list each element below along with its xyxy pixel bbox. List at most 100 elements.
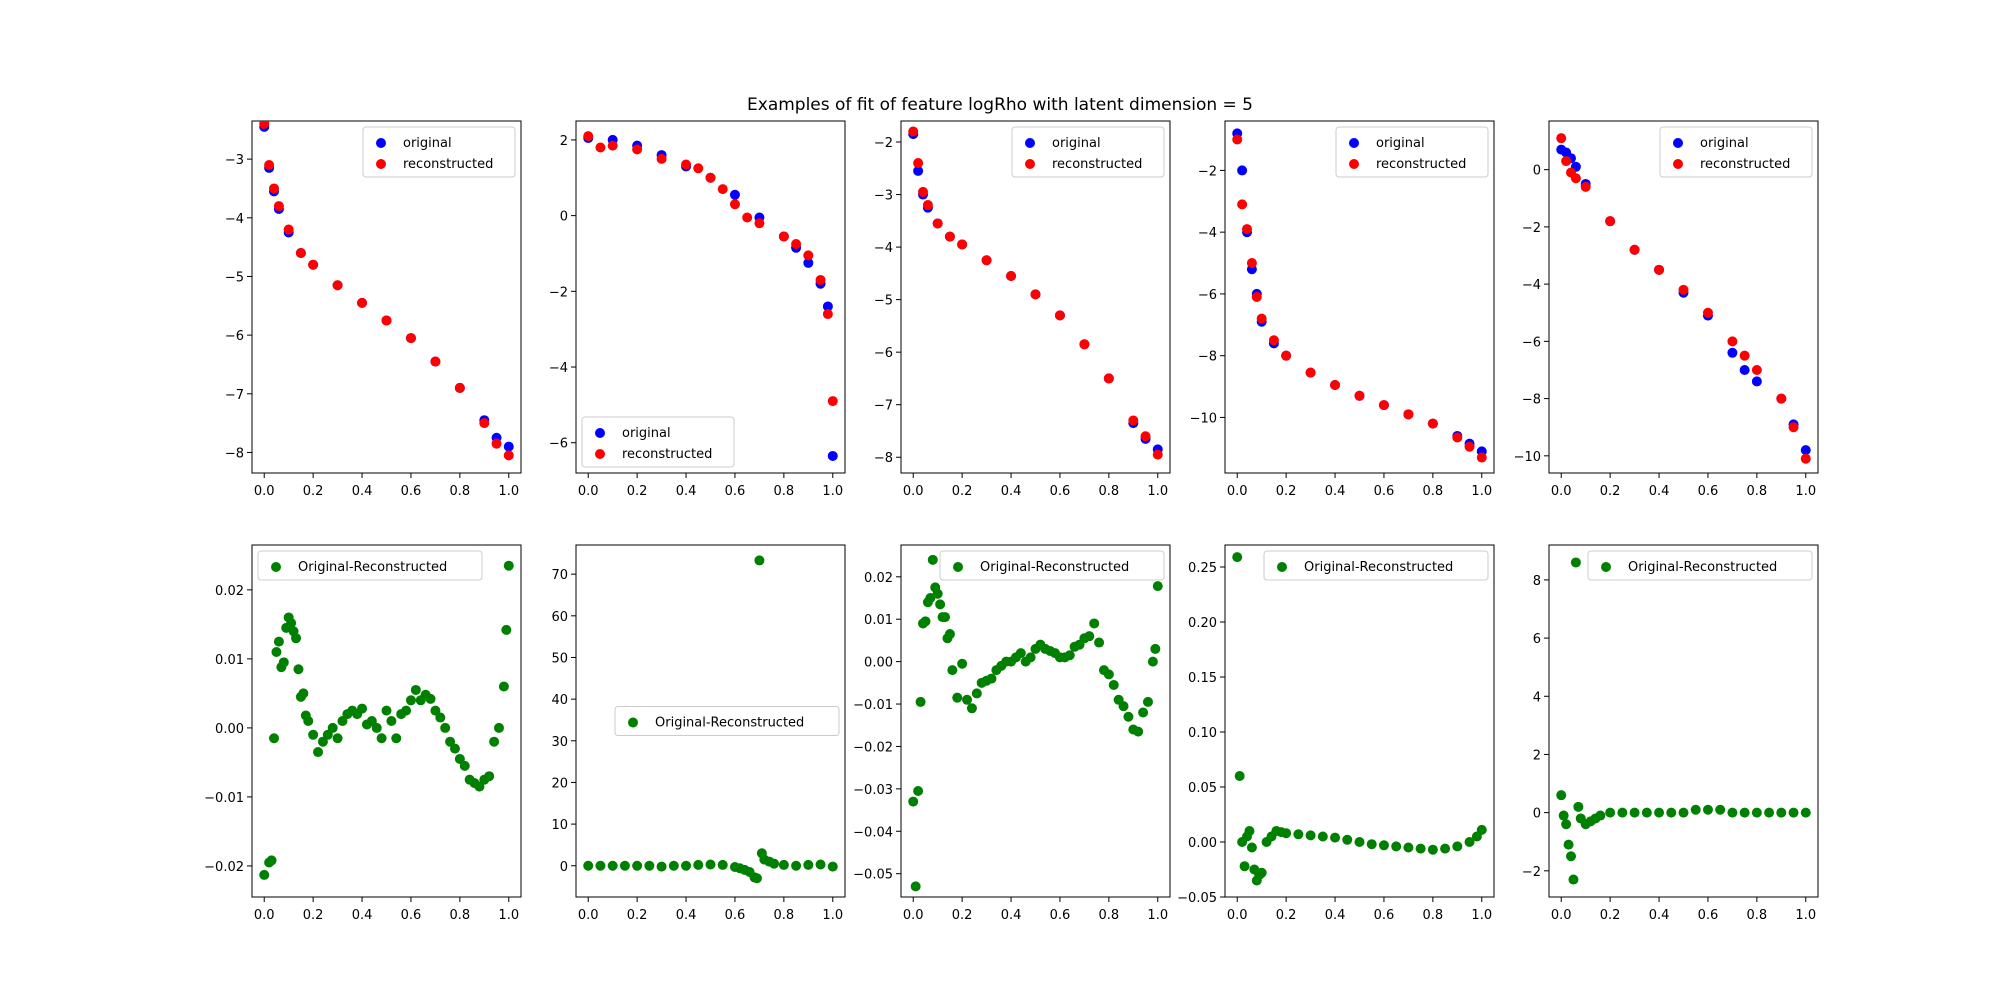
y-tick-label: 2 [1533, 748, 1541, 763]
data-point-original-reconstructed [1727, 807, 1738, 818]
data-points [908, 554, 1163, 892]
y-tick-label: −5 [225, 270, 244, 285]
data-point-original-reconstructed [1678, 807, 1689, 818]
data-point-original-reconstructed [947, 665, 958, 676]
legend-box [1335, 126, 1489, 178]
y-tick-label: 0.01 [864, 613, 893, 628]
data-point-original-reconstructed [430, 705, 441, 716]
data-point-original-reconstructed [1751, 807, 1762, 818]
data-point-original-reconstructed [303, 716, 314, 726]
data-point-original-reconstructed [619, 860, 630, 871]
data-point-reconstructed [717, 184, 728, 195]
y-tick-label: −5 [874, 294, 893, 309]
data-point-original [1727, 347, 1738, 358]
data-point-reconstructed [1354, 390, 1365, 401]
y-tick-label: −0.05 [1177, 891, 1217, 906]
data-point-reconstructed [491, 438, 502, 449]
legend-box [1659, 126, 1813, 178]
data-point-original-reconstructed [1103, 669, 1114, 680]
data-point-original-reconstructed [913, 785, 924, 796]
x-tick-label: 0.6 [1698, 908, 1719, 923]
data-point-original-reconstructed [1354, 837, 1365, 847]
data-point-original-reconstructed [1084, 631, 1095, 642]
x-tick-label: 0.2 [1276, 484, 1297, 499]
axes-frame [1548, 544, 1819, 898]
data-point-original-reconstructed [371, 722, 382, 733]
legend-label: Original-Reconstructed [1304, 560, 1453, 575]
data-point-original-reconstructed [286, 617, 297, 628]
data-point-original [913, 165, 924, 176]
data-point-reconstructed [1727, 336, 1738, 347]
subplot-fit-2: 0.0 0.2 0.4 0.6 0.8 1.0 −6 −4 −2 0 2 original recons… [549, 120, 846, 499]
y-tick-label: −4 [1522, 278, 1541, 293]
y-tick-label: 0.00 [215, 722, 244, 737]
legend-label: Original-Reconstructed [298, 560, 447, 575]
data-point-original-reconstructed [1330, 832, 1341, 843]
data-point-reconstructed [1678, 284, 1689, 295]
data-point-original-reconstructed [1739, 807, 1750, 818]
y-tick-label: −4 [225, 212, 244, 227]
y-tick-label: 0 [1533, 164, 1541, 179]
data-point-original-reconstructed [484, 771, 495, 782]
data-point-original-reconstructed [1118, 701, 1129, 712]
data-point-original-reconstructed [1239, 861, 1250, 872]
legend: original reconstructed [1659, 126, 1813, 178]
y-tick-label: −0.05 [853, 868, 893, 883]
x-tick-label: 0.2 [627, 484, 648, 499]
x-tick-label: 0.8 [1099, 908, 1120, 923]
data-point-reconstructed [357, 297, 368, 308]
data-point-original-reconstructed [386, 716, 397, 726]
x-tick-label: 0.4 [1001, 908, 1022, 923]
legend-label: reconstructed [403, 157, 493, 172]
x-tick-label: 0.6 [1374, 484, 1395, 499]
data-point-original-reconstructed [1391, 841, 1402, 852]
data-point-reconstructed [1427, 418, 1438, 429]
y-tick-label: −6 [549, 437, 568, 452]
data-point-reconstructed [479, 418, 490, 429]
data-point-reconstructed [1237, 199, 1248, 210]
legend-label: reconstructed [622, 447, 712, 462]
data-point-original-reconstructed [705, 859, 716, 870]
data-point-original-reconstructed [298, 688, 309, 699]
data-point-original-reconstructed [1690, 804, 1701, 815]
data-point-reconstructed [1330, 380, 1341, 390]
data-point-reconstructed [503, 450, 514, 461]
y-tick-label: 4 [1533, 690, 1541, 705]
data-points [583, 555, 838, 884]
data-point-reconstructed [1800, 453, 1811, 464]
data-point-reconstructed [693, 163, 704, 174]
y-tick-label: −8 [874, 451, 893, 466]
data-point-original-reconstructed [1366, 839, 1377, 850]
data-point-reconstructed [1561, 156, 1572, 167]
y-tick-label: −3 [225, 153, 244, 168]
data-point-reconstructed [1242, 224, 1253, 235]
x-tick-label: 0.8 [1099, 484, 1120, 499]
data-point-original-reconstructed [1776, 807, 1787, 818]
x-tick-label: 0.6 [1050, 484, 1071, 499]
y-tick-label: −4 [874, 241, 893, 256]
data-point-original-reconstructed [1605, 807, 1616, 818]
data-point-reconstructed [1030, 289, 1041, 300]
data-point-original-reconstructed [1629, 807, 1640, 818]
data-point-reconstructed [1079, 339, 1090, 350]
x-tick-label: 0.2 [1276, 908, 1297, 923]
data-point-original-reconstructed [1317, 831, 1328, 842]
x-tick-label: 0.0 [903, 484, 924, 499]
data-point-original-reconstructed [1800, 807, 1811, 818]
data-point-reconstructed [1140, 431, 1151, 442]
y-tick-label: −7 [225, 388, 244, 403]
data-point-original-reconstructed [791, 860, 802, 871]
data-point-original-reconstructed [1561, 819, 1572, 830]
legend: original reconstructed [1335, 126, 1489, 178]
y-tick-label: −7 [874, 399, 893, 414]
y-tick-label: 0.15 [1188, 671, 1217, 686]
data-point-original-reconstructed [751, 873, 762, 884]
data-point-original-reconstructed [405, 695, 416, 706]
data-point-original-reconstructed [1715, 804, 1726, 815]
data-point-original-reconstructed [920, 616, 931, 627]
data-point-original-reconstructed [778, 859, 789, 870]
data-point-reconstructed [827, 396, 838, 407]
legend-label: reconstructed [1376, 157, 1466, 172]
data-point-reconstructed [922, 200, 933, 211]
y-tick-label: 0 [560, 860, 568, 875]
